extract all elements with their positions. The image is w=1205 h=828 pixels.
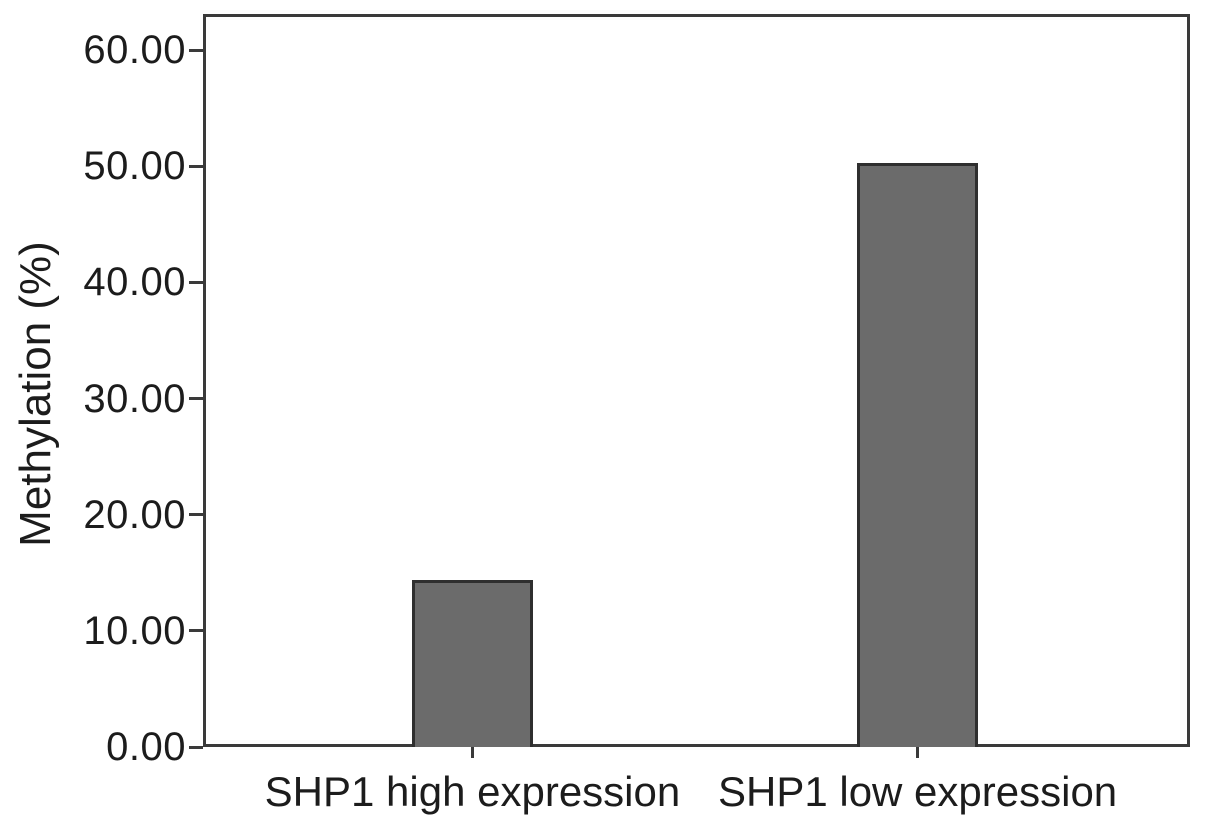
y-tick-label: 40.00	[83, 260, 186, 305]
y-tick-mark	[189, 397, 203, 400]
y-tick-label: 0.00	[106, 725, 186, 769]
y-tick-mark	[189, 164, 203, 168]
y-tick-mark	[189, 513, 203, 517]
y-tick-label: 30.00	[83, 376, 186, 421]
bar-shp1-low-expression	[857, 162, 979, 747]
y-tick-label: 60.00	[83, 28, 186, 72]
y-tick-label: 10.00	[83, 608, 186, 653]
plot-area	[203, 14, 1190, 747]
bar-shp1-high-expression	[411, 579, 533, 747]
x-tick-mark	[470, 747, 474, 758]
x-category-label: SHP1 high expression	[264, 768, 681, 815]
y-tick-mark	[189, 48, 203, 52]
y-tick-mark	[189, 629, 203, 633]
x-tick-mark	[916, 747, 920, 758]
y-tick-mark	[189, 745, 203, 749]
y-tick-mark	[189, 280, 203, 284]
y-tick-label: 20.00	[83, 492, 186, 537]
x-category-label: SHP1 low expression	[717, 768, 1118, 815]
y-tick-label: 50.00	[83, 144, 186, 189]
